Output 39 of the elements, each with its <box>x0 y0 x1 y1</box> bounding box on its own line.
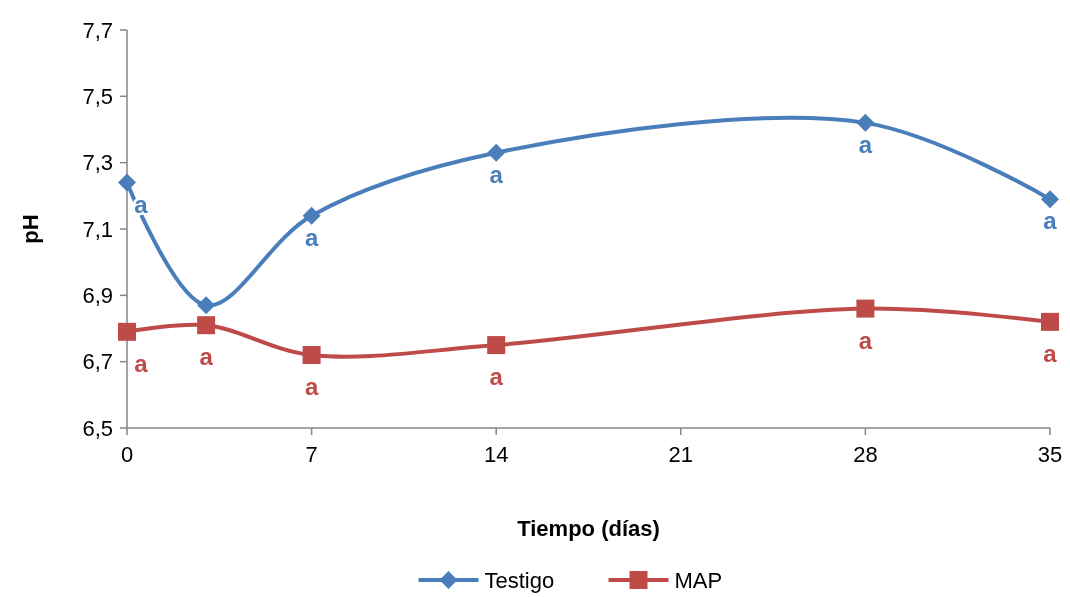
point <box>856 113 875 132</box>
point <box>197 316 216 335</box>
y-tick-label: 6,9 <box>82 283 113 309</box>
data-label: a <box>304 223 319 251</box>
data-label: a <box>304 373 319 401</box>
y-tick-label: 6,7 <box>82 349 113 375</box>
data-label: a <box>199 343 214 371</box>
x-tick-label: 21 <box>668 442 694 467</box>
data-label: a <box>1043 207 1058 235</box>
x-tick-label: 35 <box>1037 442 1063 467</box>
x-tick-label: 28 <box>853 442 878 467</box>
point <box>118 322 136 341</box>
data-label: a <box>858 326 873 354</box>
y-tick-label: 7,1 <box>82 216 113 242</box>
point <box>302 206 321 225</box>
point <box>487 336 506 355</box>
legend-label: Testigo <box>484 567 555 593</box>
y-axis-title: pH <box>18 214 43 244</box>
y-tick-label: 7,3 <box>82 150 113 176</box>
point <box>1041 312 1059 331</box>
data-label: a <box>858 130 873 158</box>
data-label: a <box>134 349 149 377</box>
y-tick-label: 7,7 <box>82 17 113 43</box>
y-tick-label: 6,5 <box>82 415 113 441</box>
x-tick-label: 14 <box>483 442 509 467</box>
legend-label: MAP <box>674 567 723 593</box>
point <box>197 296 216 315</box>
point <box>302 346 321 365</box>
point <box>118 173 136 192</box>
point <box>487 143 506 162</box>
point <box>856 299 875 318</box>
x-tick-label: 7 <box>305 442 318 467</box>
x-axis-title: Tiempo (días) <box>517 516 660 541</box>
x-tick-label: 0 <box>120 442 134 467</box>
point <box>1041 190 1059 209</box>
data-label: a <box>1043 339 1058 367</box>
data-label: a <box>489 363 504 391</box>
data-label: a <box>489 160 504 188</box>
y-tick-label: 7,5 <box>82 84 113 110</box>
